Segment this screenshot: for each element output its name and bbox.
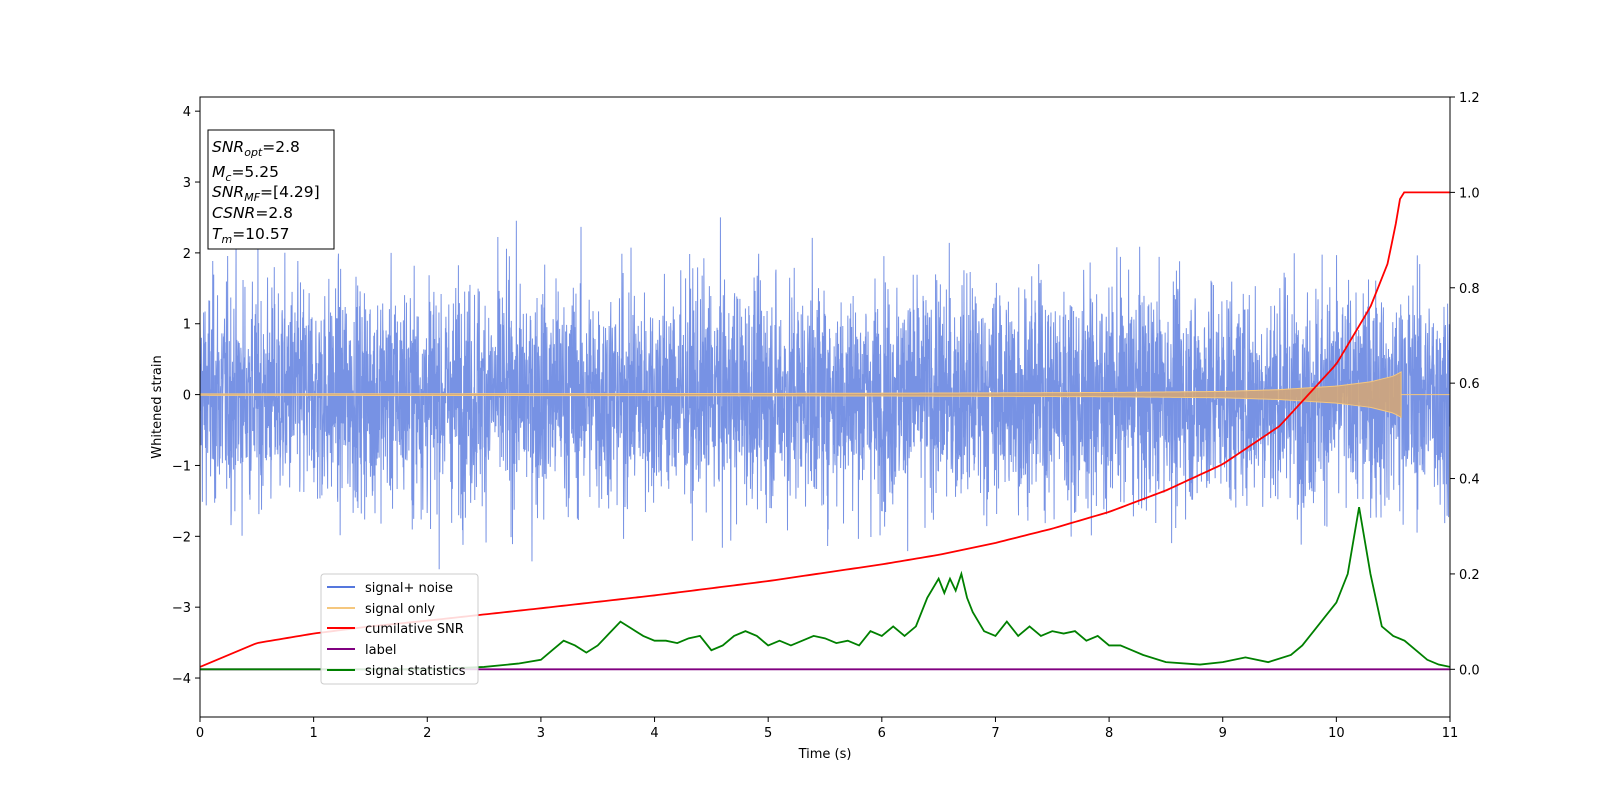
legend-entry-signal-only: signal only xyxy=(327,602,435,617)
y-left-tick-label: 0 xyxy=(183,389,191,404)
info-box-frame xyxy=(207,129,335,250)
signal-statistics-line xyxy=(200,506,1450,671)
x-axis-label: Time (s) xyxy=(798,747,852,762)
y-left-tick-label: −4 xyxy=(172,672,191,687)
info-line-snr-opt: SNRopt=2.8 xyxy=(212,138,300,159)
y-right-tick-label: 0.6 xyxy=(1459,377,1480,392)
y-right-tick-label: 1.0 xyxy=(1459,186,1480,201)
info-line-mc: Mc=5.25 xyxy=(212,163,279,184)
y-left-tick-label: 3 xyxy=(183,176,191,191)
legend-frame xyxy=(320,573,479,685)
info-line-snr-mf: SNRMF=[4.29] xyxy=(212,183,320,204)
x-tick-label: 7 xyxy=(991,726,999,741)
x-tick-label: 0 xyxy=(196,726,204,741)
y-left-tick-label: −1 xyxy=(172,459,191,474)
plot-frame xyxy=(199,96,1451,718)
legend-entry-signal-noise: signal+ noise xyxy=(327,581,453,596)
y-left-tick-label: 4 xyxy=(183,105,191,120)
y-right-tick-label: 0.4 xyxy=(1459,473,1480,488)
x-tick-label: 2 xyxy=(423,726,431,741)
info-line-csnr: CSNR=2.8 xyxy=(212,204,293,222)
x-tick-label: 3 xyxy=(537,726,545,741)
info-box: SNRopt=2.8 Mc=5.25 SNRMF=[4.29] CSNR=2.8… xyxy=(207,129,335,250)
x-axis: 0 1 2 3 4 5 6 7 8 9 10 11 xyxy=(196,717,1458,741)
y-left-tick-label: 1 xyxy=(183,318,191,333)
legend-label-signal-noise: signal+ noise xyxy=(365,581,453,596)
y-left-tick-label: −2 xyxy=(172,530,191,545)
y-left-tick-label: 2 xyxy=(183,247,191,262)
x-tick-label: 11 xyxy=(1442,726,1459,741)
x-tick-label: 8 xyxy=(1105,726,1113,741)
y-right-tick-label: 0.0 xyxy=(1459,663,1480,678)
legend-entry-cumulative-snr: cumilative SNR xyxy=(327,622,464,637)
y-right-tick-label: 1.2 xyxy=(1459,91,1480,106)
legend: signal+ noise signal only cumilative SNR… xyxy=(320,573,479,685)
x-tick-label: 9 xyxy=(1219,726,1227,741)
legend-label-signal-only: signal only xyxy=(365,602,435,617)
x-tick-label: 10 xyxy=(1328,726,1345,741)
y-left-tick-label: −3 xyxy=(172,601,191,616)
signal-noise-line xyxy=(200,217,1450,570)
y-right-tick-label: 0.2 xyxy=(1459,568,1480,583)
x-tick-label: 5 xyxy=(764,726,772,741)
info-line-tm: Tm=10.57 xyxy=(212,225,290,246)
y-axis-right: 0.0 0.2 0.4 0.6 0.8 1.0 1.2 xyxy=(1450,91,1480,678)
x-tick-label: 1 xyxy=(309,726,317,741)
y-axis-left-label: Whitened strain xyxy=(150,355,165,458)
x-tick-label: 6 xyxy=(878,726,886,741)
legend-label-label: label xyxy=(365,643,396,658)
x-tick-label: 4 xyxy=(650,726,658,741)
y-axis-left: −4 −3 −2 −1 0 1 2 3 4 xyxy=(172,105,200,687)
signal-only-line xyxy=(200,371,1450,419)
legend-label-cumulative-snr: cumilative SNR xyxy=(365,622,464,637)
legend-label-signal-statistics: signal statistics xyxy=(365,664,466,679)
legend-entry-label: label xyxy=(327,643,396,658)
legend-entry-signal-statistics: signal statistics xyxy=(327,664,466,679)
y-right-tick-label: 0.8 xyxy=(1459,282,1480,297)
